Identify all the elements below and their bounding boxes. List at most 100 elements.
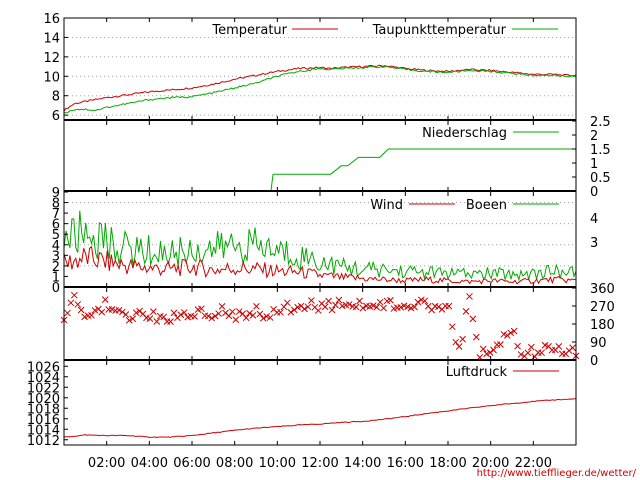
series-line-niederschlag — [270, 148, 576, 192]
y-tick-label: 1014 — [27, 423, 60, 438]
wind-direction-point — [259, 314, 267, 322]
wind-right-label: 4 — [590, 212, 598, 227]
wind-direction-point — [287, 308, 295, 316]
wind-direction-point — [332, 301, 339, 309]
wind-direction-point — [290, 306, 298, 314]
wind-direction-point — [345, 301, 353, 308]
wind-direction-point — [253, 302, 260, 310]
wind-direction-point — [387, 296, 394, 304]
wind-direction-point — [524, 349, 532, 357]
wind-direction-point — [352, 303, 360, 311]
wind-direction-point — [510, 327, 518, 335]
wind-direction-point — [538, 349, 545, 357]
wind-direction-point — [211, 312, 219, 320]
x-tick-label: 20:00 — [472, 456, 509, 471]
x-tick-label: 08:00 — [216, 456, 253, 471]
source-url: http://www.tiefflieger.de/wetter/ — [477, 468, 637, 479]
y-tick-label: 1026 — [27, 360, 60, 375]
frame-layer — [63, 17, 577, 446]
wind-direction-point — [452, 338, 460, 346]
wind-direction-point — [356, 297, 363, 305]
y-tick-label-right: 2 — [590, 129, 598, 144]
wind-direction-point — [569, 344, 576, 352]
wind-direction-point — [359, 304, 367, 312]
wind-direction-point — [70, 291, 78, 299]
wind-direction-point — [445, 302, 453, 310]
wind-direction-point — [91, 306, 99, 314]
wind-direction-point — [256, 310, 264, 318]
y-tick-label: 1018 — [27, 402, 60, 417]
wind-direction-point — [448, 323, 456, 331]
wind-direction-point — [249, 312, 257, 319]
y-tick-label: 0 — [52, 281, 60, 296]
wind-direction-point — [232, 316, 240, 324]
y-tick-label: 7 — [52, 207, 60, 222]
y-tick-label: 6 — [52, 109, 60, 124]
y-tick-label-right: 360 — [590, 282, 615, 297]
wind-direction-point — [455, 343, 463, 350]
wind-direction-point — [77, 306, 85, 314]
wind-direction-point — [149, 308, 157, 316]
series-line-boeen — [63, 210, 577, 282]
wind-direction-point — [119, 308, 126, 316]
wind-direction-point — [497, 341, 504, 348]
y-tick-label-right: 1 — [590, 157, 598, 172]
x-tick-label: 18:00 — [429, 456, 466, 471]
wind-direction-point — [266, 314, 274, 321]
wind-direction-point — [479, 345, 487, 353]
wind-direction-point — [153, 318, 161, 325]
y-tick-label: 9 — [52, 186, 60, 201]
x-tick-label: 04:00 — [131, 456, 168, 471]
wind-direction-point — [284, 299, 291, 307]
wind-direction-point — [328, 306, 336, 314]
wind-direction-point — [218, 303, 226, 310]
plot-frame — [63, 17, 577, 446]
y-tick-label-right: 180 — [590, 318, 615, 333]
wind-direction-point — [490, 346, 497, 354]
wind-direction-point — [459, 335, 466, 343]
y-tick-label: 1 — [52, 270, 60, 285]
wind-direction-point — [146, 315, 154, 322]
y-tick-label: 1024 — [27, 371, 60, 386]
y-tick-label-right: 90 — [590, 336, 607, 351]
wind-direction-point — [129, 315, 137, 323]
y-tick-label: 1022 — [27, 381, 60, 396]
wind-right-label: 3 — [590, 236, 598, 251]
y-tick-label: 2 — [52, 260, 60, 275]
wind-direction-point — [180, 309, 188, 316]
y-tick-label: 6 — [52, 218, 60, 233]
legend-label: Wind — [370, 198, 403, 213]
wind-direction-point — [167, 318, 174, 326]
y-tick-label: 8 — [52, 197, 60, 212]
label-layer: 02:00 04:00 06:00 08:00 10:00 12:00 14:00 16:00… — [27, 12, 615, 471]
wind-direction-point — [555, 343, 563, 350]
wind-direction-point — [503, 332, 511, 339]
wind-direction-point — [242, 314, 250, 322]
wind-direction-point — [373, 303, 381, 311]
wind-direction-point — [125, 317, 133, 324]
y-tick-label: 8 — [52, 90, 60, 105]
series-line-taupunkttemperatur — [63, 65, 577, 114]
wind-direction-point — [304, 303, 312, 311]
wind-direction-point — [321, 303, 329, 311]
y-tick-label-right: 0 — [590, 185, 598, 200]
series-layer — [60, 64, 580, 439]
series-line-temperatur — [63, 64, 577, 112]
wind-direction-point — [191, 313, 198, 320]
x-tick-label: 12:00 — [301, 456, 338, 471]
y-tick-label: 16 — [43, 12, 60, 27]
wind-direction-point — [88, 311, 95, 319]
wind-direction-point — [314, 307, 322, 314]
wind-direction-point — [215, 310, 222, 317]
wind-direction-point — [136, 307, 143, 315]
y-tick-label-right: 270 — [590, 300, 615, 315]
wind-direction-point — [160, 313, 168, 321]
y-tick-label: 10 — [43, 70, 60, 85]
wind-direction-point — [369, 302, 377, 309]
x-tick-label: 16:00 — [387, 456, 424, 471]
x-tick-label: 02:00 — [88, 456, 125, 471]
y-tick-label-right: 0 — [590, 354, 598, 369]
wind-direction-point — [462, 307, 470, 315]
wind-direction-point — [301, 305, 308, 313]
